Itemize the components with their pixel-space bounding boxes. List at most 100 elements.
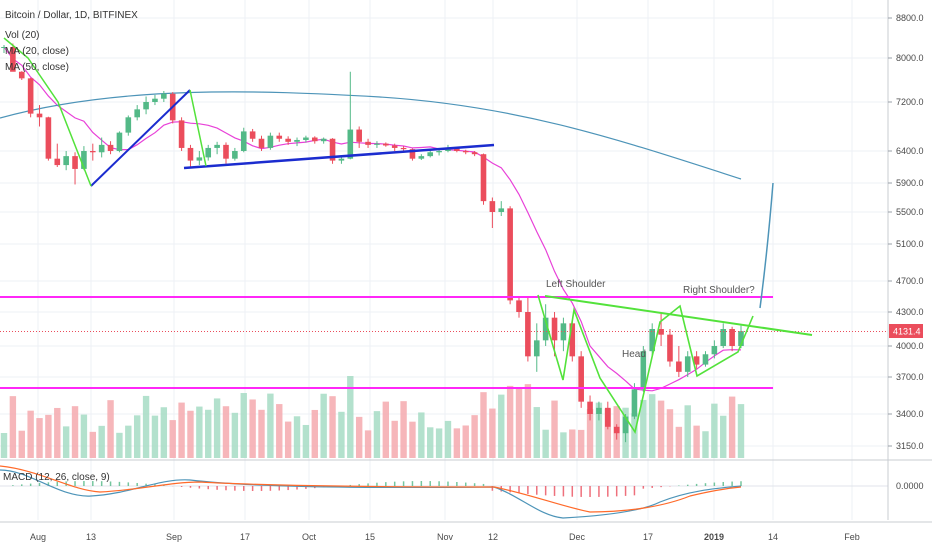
candle-body bbox=[507, 208, 513, 301]
volume-bars bbox=[0, 376, 745, 458]
volume-bar bbox=[107, 400, 114, 458]
volume-bar bbox=[480, 392, 487, 458]
candle-body bbox=[249, 131, 256, 139]
volume-bar bbox=[196, 406, 203, 458]
candle-body bbox=[525, 312, 531, 357]
volume-bar bbox=[267, 393, 274, 458]
volume-bar bbox=[595, 402, 603, 458]
x-tick-label: 14 bbox=[768, 532, 778, 542]
candle-body bbox=[311, 137, 318, 142]
volume-bar bbox=[569, 429, 576, 458]
volume-bar bbox=[284, 421, 292, 458]
y-tick-label: 5500.0 bbox=[896, 207, 924, 217]
candle-body bbox=[258, 138, 265, 148]
candle-body bbox=[578, 356, 584, 402]
candle-body bbox=[400, 147, 407, 150]
volume-bar bbox=[338, 411, 345, 458]
volume-bar bbox=[551, 400, 558, 458]
candle-body bbox=[161, 93, 167, 99]
volume-bar bbox=[400, 401, 407, 458]
volume-bar bbox=[515, 388, 523, 458]
volume-bar bbox=[418, 412, 425, 458]
volume-bar bbox=[142, 395, 150, 458]
volume-bar bbox=[720, 415, 727, 458]
volume-bar bbox=[187, 410, 194, 458]
candle-body bbox=[214, 144, 220, 148]
candle-body bbox=[338, 158, 345, 161]
volume-bar bbox=[435, 428, 443, 458]
volume-bar bbox=[62, 426, 70, 458]
candle-body bbox=[81, 151, 87, 169]
candle-body bbox=[551, 317, 558, 341]
candle-body bbox=[294, 139, 300, 142]
volume-bar bbox=[542, 429, 549, 458]
volume-bar bbox=[462, 425, 469, 458]
candle-body bbox=[134, 109, 140, 118]
x-tick-label: Oct bbox=[302, 532, 317, 542]
y-tick-label: 4000.0 bbox=[896, 341, 924, 351]
volume-bar bbox=[489, 408, 496, 458]
volume-bar bbox=[391, 420, 398, 458]
candle-body bbox=[45, 117, 52, 159]
candle-body bbox=[54, 158, 61, 166]
volume-bar bbox=[302, 424, 310, 458]
volume-bar bbox=[577, 429, 585, 458]
candle-body bbox=[489, 201, 496, 212]
y-tick-label: 4300.0 bbox=[896, 307, 924, 317]
projection-line bbox=[759, 182, 774, 309]
volume-bar bbox=[240, 393, 247, 458]
candle-body bbox=[480, 154, 487, 202]
volume-bar bbox=[36, 418, 43, 458]
volume-bar bbox=[125, 425, 132, 458]
neckline bbox=[544, 295, 813, 336]
x-tick-label: Nov bbox=[437, 532, 454, 542]
volume-bar bbox=[560, 432, 567, 458]
volume-bar bbox=[178, 402, 185, 458]
volume-bar bbox=[640, 399, 647, 458]
y-tick-label: 4700.0 bbox=[896, 276, 924, 286]
candle-body bbox=[605, 407, 611, 427]
volume-bar bbox=[89, 431, 96, 458]
candles bbox=[1, 43, 744, 443]
candle-body bbox=[223, 144, 229, 159]
candle-body bbox=[462, 151, 469, 153]
candle-body bbox=[320, 138, 327, 142]
volume-bar bbox=[471, 415, 478, 458]
volume-bar bbox=[54, 407, 61, 458]
ascending-trendline bbox=[183, 143, 495, 170]
volume-bar bbox=[657, 400, 665, 458]
labels: Bitcoin / Dollar, 1D, BITFINEX Vol (20) MA… bbox=[3, 10, 755, 483]
candle-body bbox=[640, 351, 647, 390]
volume-bar bbox=[116, 432, 123, 458]
candle-body bbox=[454, 147, 460, 151]
candle-body bbox=[622, 416, 629, 434]
candle-body bbox=[232, 151, 238, 159]
candle-body bbox=[276, 135, 283, 139]
candle-body bbox=[684, 356, 691, 372]
x-tick-label: Dec bbox=[569, 532, 586, 542]
volume-bar bbox=[222, 406, 230, 458]
y-tick-label: 5900.0 bbox=[896, 178, 924, 188]
volume-bar bbox=[249, 399, 256, 458]
volume-bar bbox=[684, 405, 691, 458]
volume-bar bbox=[329, 396, 336, 458]
candle-body bbox=[533, 340, 540, 357]
volume-bar bbox=[711, 403, 718, 458]
candle-body bbox=[658, 329, 664, 335]
candle-body bbox=[125, 117, 132, 133]
candle-body bbox=[542, 317, 549, 341]
ma50-line bbox=[0, 91, 742, 180]
pullback-path bbox=[189, 89, 207, 167]
volume-bar bbox=[71, 406, 79, 458]
x-tick-label: 12 bbox=[488, 532, 498, 542]
candle-body bbox=[18, 71, 25, 79]
volume-bar bbox=[737, 404, 745, 458]
volume-bar bbox=[373, 411, 381, 458]
candle-body bbox=[187, 147, 194, 161]
ma20-line bbox=[3, 46, 742, 392]
last-price-badge bbox=[889, 324, 923, 338]
candle-body bbox=[498, 208, 505, 212]
x-tick-label: 17 bbox=[643, 532, 653, 542]
y-tick-label: 7200.0 bbox=[896, 97, 924, 107]
